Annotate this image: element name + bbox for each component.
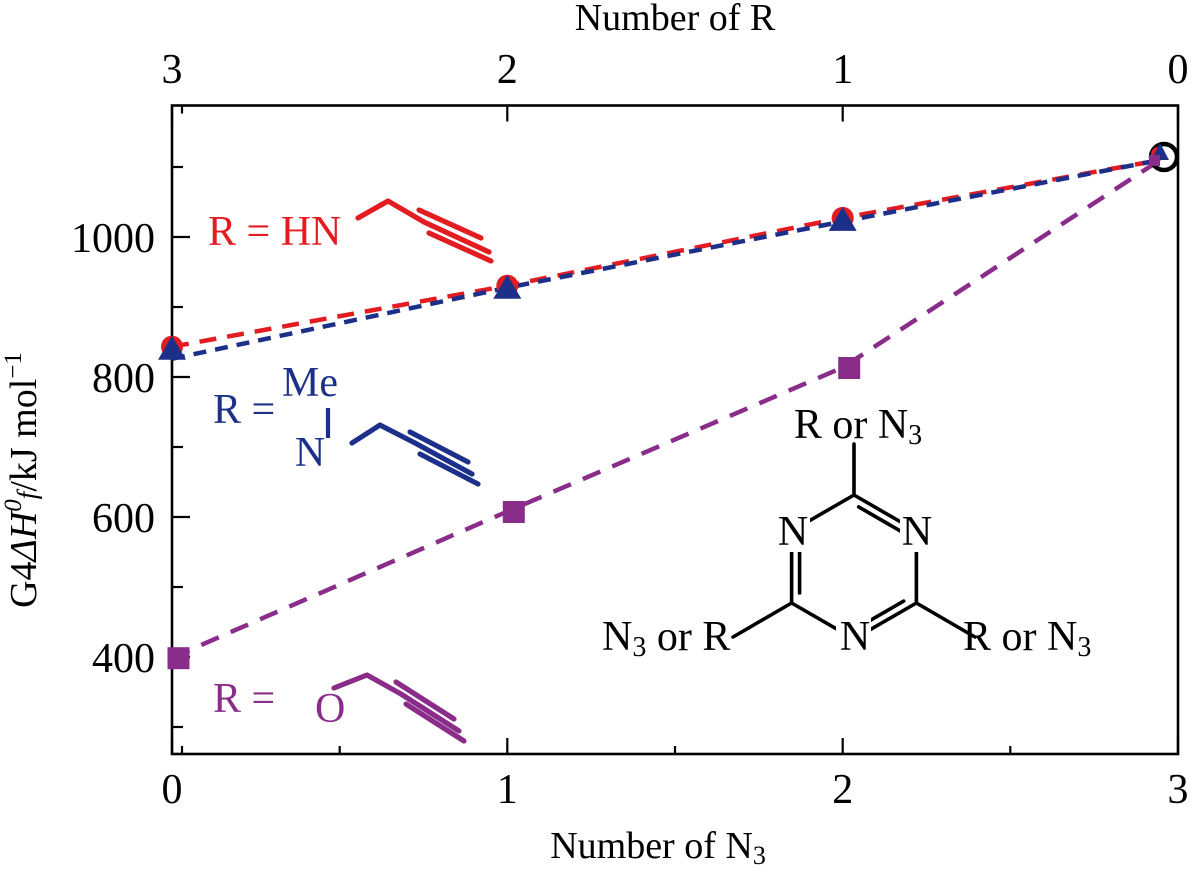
svg-text:G4ΔH0f/kJ mol−1: G4ΔH0f/kJ mol−1 — [0, 352, 45, 608]
